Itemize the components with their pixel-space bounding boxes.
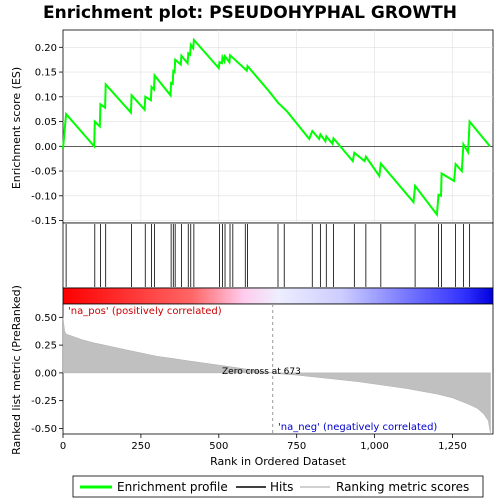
negative-correlation-label: 'na_neg' (negatively correlated) <box>278 422 437 433</box>
bottom-xtick-label: 1,250 <box>438 441 467 452</box>
top-panel-grid <box>63 30 493 223</box>
top-ytick-label: -0.15 <box>31 216 57 227</box>
legend-box <box>72 475 484 498</box>
chart-title: Enrichment plot: PSEUDOHYPHAL GROWTH <box>43 3 457 23</box>
legend-label-hits: Hits <box>270 480 293 494</box>
rank-gradient-bar <box>62 287 494 305</box>
hits-ticks <box>65 224 471 287</box>
top-ytick-label: -0.05 <box>31 167 57 178</box>
bottom-panel-x-ticks: 0 250 500 750 1,000 1,250 <box>60 434 467 452</box>
bottom-panel-ylabel: Ranked list metric (PreRanked) <box>10 285 23 455</box>
bottom-xtick-label: 500 <box>209 441 228 452</box>
bottom-panel-xlabel: Rank in Ordered Dataset <box>210 455 347 468</box>
top-panel-y-ticks: -0.15 -0.10 -0.05 0.00 0.05 0.10 0.15 0.20 <box>31 43 63 227</box>
zero-cross-label: Zero cross at 673 <box>222 367 301 377</box>
legend-label-metric: Ranking metric scores <box>336 480 469 494</box>
ranking-metric-area <box>62 317 491 435</box>
bottom-xtick-label: 0 <box>60 441 66 452</box>
bottom-ytick-label: -0.50 <box>31 424 57 435</box>
bottom-xtick-label: 250 <box>131 441 150 452</box>
top-ytick-label: 0.10 <box>35 92 57 103</box>
top-panel-ylabel: Enrichment score (ES) <box>10 67 23 189</box>
bottom-ytick-label: -0.25 <box>31 396 57 407</box>
bottom-ytick-label: 0.25 <box>35 341 57 352</box>
top-ytick-label: 0.00 <box>35 142 57 153</box>
top-ytick-label: -0.10 <box>31 191 57 202</box>
enrichment-profile-line <box>62 37 491 218</box>
bottom-panel-y-ticks: -0.50 -0.25 0.00 0.25 0.50 <box>31 313 63 435</box>
top-ytick-label: 0.05 <box>35 117 57 128</box>
bottom-xtick-label: 1,000 <box>360 441 389 452</box>
bottom-ytick-label: 0.50 <box>35 313 57 324</box>
top-ytick-label: 0.15 <box>35 68 57 79</box>
top-ytick-label: 0.20 <box>35 43 57 54</box>
bottom-xtick-label: 750 <box>287 441 306 452</box>
legend-label-enrichment: Enrichment profile <box>117 480 228 494</box>
legend-item-metric: Ranking metric scores <box>300 480 469 494</box>
positive-correlation-label: 'na_pos' (positively correlated) <box>68 306 222 317</box>
bottom-ytick-label: 0.00 <box>35 368 57 379</box>
legend-item-hits: Hits <box>236 480 293 494</box>
legend-item-enrichment: Enrichment profile <box>80 480 228 494</box>
top-panel-frame <box>62 29 494 224</box>
